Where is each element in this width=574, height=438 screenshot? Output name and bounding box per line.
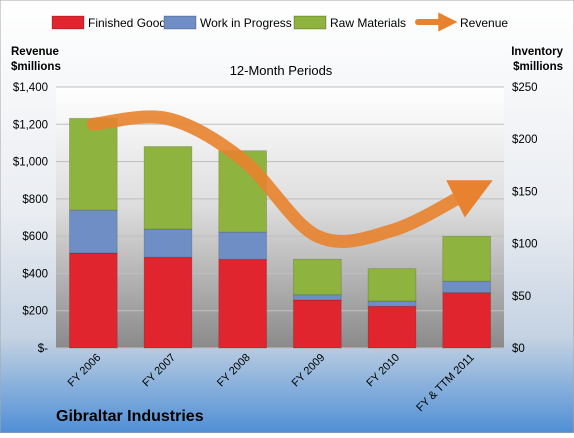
company-name: Gibraltar Industries bbox=[56, 408, 204, 425]
bar-raw-materials bbox=[367, 268, 417, 302]
right-tick-label: $100 bbox=[512, 239, 538, 251]
bar-finished-goods bbox=[143, 256, 193, 349]
left-tick-label: $1,000 bbox=[13, 157, 48, 169]
right-axis-title-line2: $millions bbox=[513, 61, 563, 73]
left-axis-title-line2: $millions bbox=[11, 61, 61, 73]
bar-finished-goods bbox=[293, 299, 342, 349]
right-tick-label: $50 bbox=[512, 291, 531, 303]
right-tick-label: $150 bbox=[512, 186, 538, 198]
left-tick-label: $200 bbox=[22, 306, 48, 318]
right-tick-label: $0 bbox=[512, 343, 525, 355]
bar-finished-goods bbox=[367, 305, 417, 349]
bar-raw-materials bbox=[442, 235, 491, 282]
bar-work-in-progress bbox=[143, 228, 193, 258]
right-tick-label: $200 bbox=[512, 134, 538, 146]
revenue-line bbox=[86, 110, 493, 249]
bar-raw-materials bbox=[69, 117, 118, 211]
left-axis-ticks: $- $200 $400 $600 $800 $1,000 $1,200 $1,400 bbox=[13, 82, 48, 355]
legend-label: Raw Materials bbox=[330, 16, 406, 30]
left-tick-label: $400 bbox=[22, 268, 48, 280]
right-axis-ticks: $0 $50 $100 $150 $200 $250 bbox=[512, 82, 538, 355]
left-tick-label: $- bbox=[38, 343, 48, 355]
legend-label: Finished Goods bbox=[88, 16, 172, 30]
bar-raw-materials bbox=[143, 146, 193, 230]
bar-finished-goods bbox=[218, 258, 267, 349]
legend-swatch-raw-materials bbox=[293, 15, 327, 30]
left-axis-title-line1: Revenue bbox=[11, 46, 59, 58]
left-tick-label: $600 bbox=[22, 231, 48, 243]
bar-work-in-progress bbox=[442, 280, 491, 294]
plot-area bbox=[56, 87, 504, 348]
bar-work-in-progress bbox=[218, 231, 267, 260]
bar-work-in-progress bbox=[69, 209, 118, 254]
right-tick-label: $250 bbox=[512, 82, 538, 94]
bar-work-in-progress bbox=[367, 300, 417, 307]
left-tick-label: $1,200 bbox=[13, 119, 48, 131]
right-axis-title-line1: Inventory bbox=[511, 46, 563, 58]
bar-stacks bbox=[69, 117, 491, 349]
legend-swatch-work-in-progress bbox=[163, 15, 197, 30]
bar-finished-goods bbox=[69, 252, 118, 349]
chart-title: 12-Month Periods bbox=[230, 63, 333, 78]
legend-label: Revenue bbox=[460, 16, 508, 30]
gridlines bbox=[56, 86, 504, 349]
legend-swatch-finished-goods bbox=[51, 15, 85, 30]
legend: Finished Goods Work in Progress Raw Materi… bbox=[51, 12, 508, 32]
bar-finished-goods bbox=[442, 292, 491, 349]
legend-label: Work in Progress bbox=[200, 16, 292, 30]
left-tick-label: $800 bbox=[22, 194, 48, 206]
bar-raw-materials bbox=[293, 258, 342, 296]
bar-work-in-progress bbox=[293, 294, 342, 301]
left-tick-label: $1,400 bbox=[13, 82, 48, 94]
